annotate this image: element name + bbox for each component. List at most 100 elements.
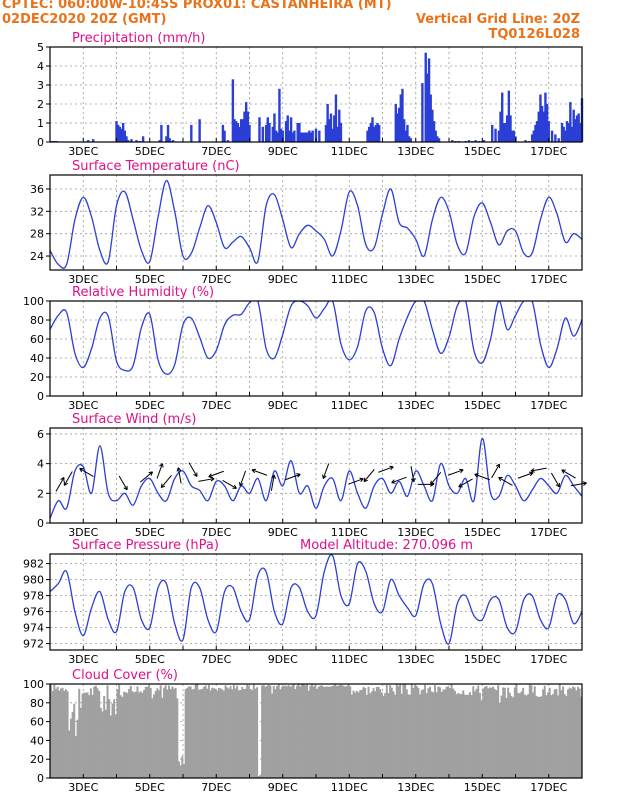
cloud-bar [103,695,106,778]
cloud-bar [334,684,337,778]
precip-bar [87,140,90,142]
cloud-bar [184,689,187,778]
wind-vector-head [123,485,128,491]
x-tick-label: 13DEC [397,145,434,158]
cloud-bar [159,685,162,778]
cloud-bar [367,686,370,778]
precip-bar [329,113,333,142]
cloud-bar [332,685,335,778]
cloud-bar [575,690,578,778]
cloud-bar [508,692,511,778]
chart-title-rh: Relative Humidity (%) [72,285,214,300]
x-tick-label: 7DEC [201,781,231,794]
cloud-bar [209,690,212,778]
series-line-pres [50,554,582,645]
precip-bar [168,138,171,142]
cloud-bar [266,685,269,778]
cloud-bar [186,687,189,778]
precip-bar [273,113,276,142]
cloud-bar [374,691,377,778]
y-tick-label: 972 [23,638,44,651]
cloud-bar [163,687,166,778]
cloud-bar [404,684,407,778]
cloud-bar [477,685,480,778]
cloud-bar [535,695,538,778]
cloud-bar [282,686,285,778]
cloud-bar [525,695,528,778]
cloud-bar [515,684,518,778]
precip-bar [288,130,291,142]
cloud-bar [402,684,405,778]
precip-bar [125,136,128,142]
cloud-bar [444,689,446,778]
cloud-bar [457,693,460,778]
cloud-bar [302,684,305,778]
x-tick-label: 17DEC [530,526,567,539]
wind-vector [188,462,198,477]
cloud-bar [349,686,352,778]
y-tick-label: 1 [37,117,44,130]
precip-bar [333,115,336,142]
cloud-bar [472,686,475,778]
precip-bar [369,123,373,142]
cloud-bar [372,688,375,778]
cloud-bar [390,687,393,778]
series-line-temp [50,179,582,269]
cloud-bar [86,692,89,778]
x-tick-label: 9DEC [268,145,298,158]
panel-temp: Surface Temperature (nC) 24 28 32 36 3DEC 5DEC… [30,159,583,286]
cloud-bar [354,692,357,778]
cloud-bar [500,695,503,778]
cloud-bar [59,688,62,778]
cloud-bar [430,691,433,778]
cloud-bar [66,691,69,778]
cloud-bar [370,691,373,778]
cloud-bar [550,695,553,778]
precip-bar [532,130,535,142]
precip-bar [494,128,497,142]
cloud-bar [462,690,465,778]
precip-bar [512,130,516,142]
y-tick-label: 976 [23,606,44,619]
cloud-bar [76,719,79,778]
cloud-bar [139,691,142,778]
cloud-bar [306,684,308,778]
cloud-bar [181,756,184,778]
precip-bar [141,136,145,142]
cloud-bar [212,688,215,778]
cloud-bar [202,686,205,778]
precip-bar [421,83,424,142]
cloud-bar [309,685,312,778]
precip-bar [171,140,175,142]
cloud-bar [171,686,174,778]
cloud-bar [432,692,435,778]
chart-title-wind: Surface Wind (m/s) [72,412,196,427]
precip-bar [243,111,246,142]
cloud-bar [161,697,164,778]
x-tick-label: 17DEC [530,145,567,158]
precip-bar [298,123,301,142]
wind-vector-head [498,476,503,482]
cloud-bar [118,684,121,778]
cloud-bar [61,687,64,778]
cloud-bar [194,684,197,778]
wind-vector-head [271,474,276,479]
cloud-bar [507,687,510,778]
cloud-bar [345,685,348,778]
x-tick-label: 15DEC [464,145,501,158]
wind-vector [118,475,128,491]
y-tick-label: 60 [30,716,44,729]
cloud-bar [360,689,363,778]
precip-bar [118,126,122,142]
precip-bar [221,124,225,142]
wind-vector-head [159,463,164,468]
header-model-code: TQ0126L028 [488,27,580,42]
precip-bar [404,130,407,142]
wind-vector-head [60,477,65,482]
precip-bar [293,130,296,142]
precip-bar [497,130,501,142]
y-tick-label: 20 [30,371,44,384]
precip-bar [165,136,168,142]
cloud-bar [424,684,427,778]
cloud-bar [522,687,525,778]
